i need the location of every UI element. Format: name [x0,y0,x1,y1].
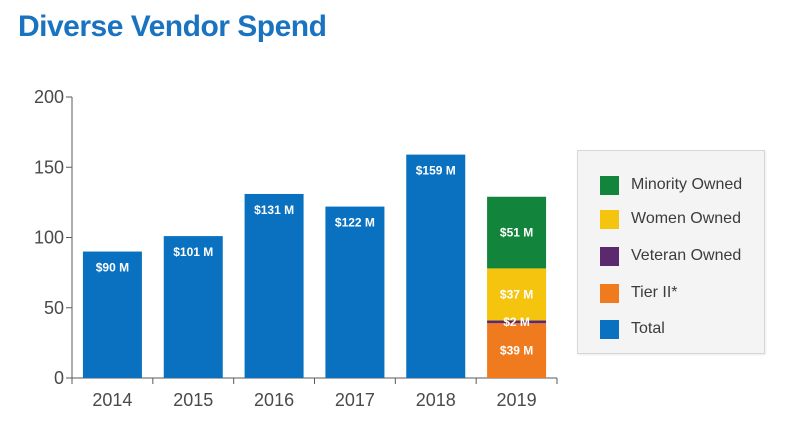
legend: Minority Owned Women Owned Veteran Owned… [577,150,765,354]
legend-label-women-owned: Women Owned [631,210,741,227]
bar-total-2015 [163,236,223,378]
bar-value-label: $37 M [500,287,533,301]
bar-total-2014 [82,251,142,378]
axes [66,96,558,384]
y-tick-label: 50 [44,298,64,318]
legend-item-total: Total [600,319,665,339]
y-tick-label: 200 [34,87,64,107]
x-tick-label: 2017 [335,390,375,410]
bar-value-label: $101 M [173,245,213,259]
legend-swatch-tier-ii [600,283,619,303]
legend-swatch-women-owned [600,209,619,229]
bar-labels: $90 M $101 M $131 M $122 M $159 M $39 M $2 M $3… [96,164,534,358]
x-tick-label: 2016 [254,390,294,410]
bar-total-2017 [325,206,385,378]
bar-total-2018 [406,154,466,378]
x-tick-label: 2014 [92,390,132,410]
bar-women-owned-2019 [487,268,547,321]
bar-veteran-owned-2019 [487,320,547,324]
chart-title: Diverse Vendor Spend [18,10,327,43]
bar-value-label: $122 M [335,216,375,230]
legend-item-tier-ii: Tier II* [600,283,678,303]
bar-value-label: $51 M [500,226,533,240]
bar-value-label: $159 M [416,164,456,178]
bar-value-label: $39 M [500,344,533,358]
bar-tier-ii-2019 [487,323,547,378]
bar-minority-owned-2019 [487,196,547,269]
bar-value-label: $131 M [254,203,294,217]
y-tick-labels: 0 50 100 150 200 [34,87,64,388]
bar-value-label: $90 M [96,261,129,275]
x-tick-label: 2018 [416,390,456,410]
y-tick-label: 0 [54,368,64,388]
legend-label-tier-ii: Tier II* [631,284,678,301]
legend-label-veteran-owned: Veteran Owned [631,247,742,264]
y-tick-label: 150 [34,157,64,177]
x-tick-label: 2015 [173,390,213,410]
legend-swatch-veteran-owned [600,246,619,266]
bar-total-2016 [244,193,304,378]
legend-item-minority-owned: Minority Owned [600,175,742,195]
bars [82,154,547,378]
legend-item-veteran-owned: Veteran Owned [600,246,741,266]
legend-item-women-owned: Women Owned [600,209,741,229]
legend-swatch-total [600,319,619,339]
x-tick-labels: 2014 2015 2016 2017 2018 2019 [92,390,536,410]
x-tick-label: 2019 [497,390,537,410]
y-tick-label: 100 [34,228,64,248]
bar-value-label: $2 M [503,315,530,329]
legend-label-minority-owned: Minority Owned [631,176,743,193]
legend-label-total: Total [631,320,665,337]
legend-swatch-minority-owned [600,175,619,195]
